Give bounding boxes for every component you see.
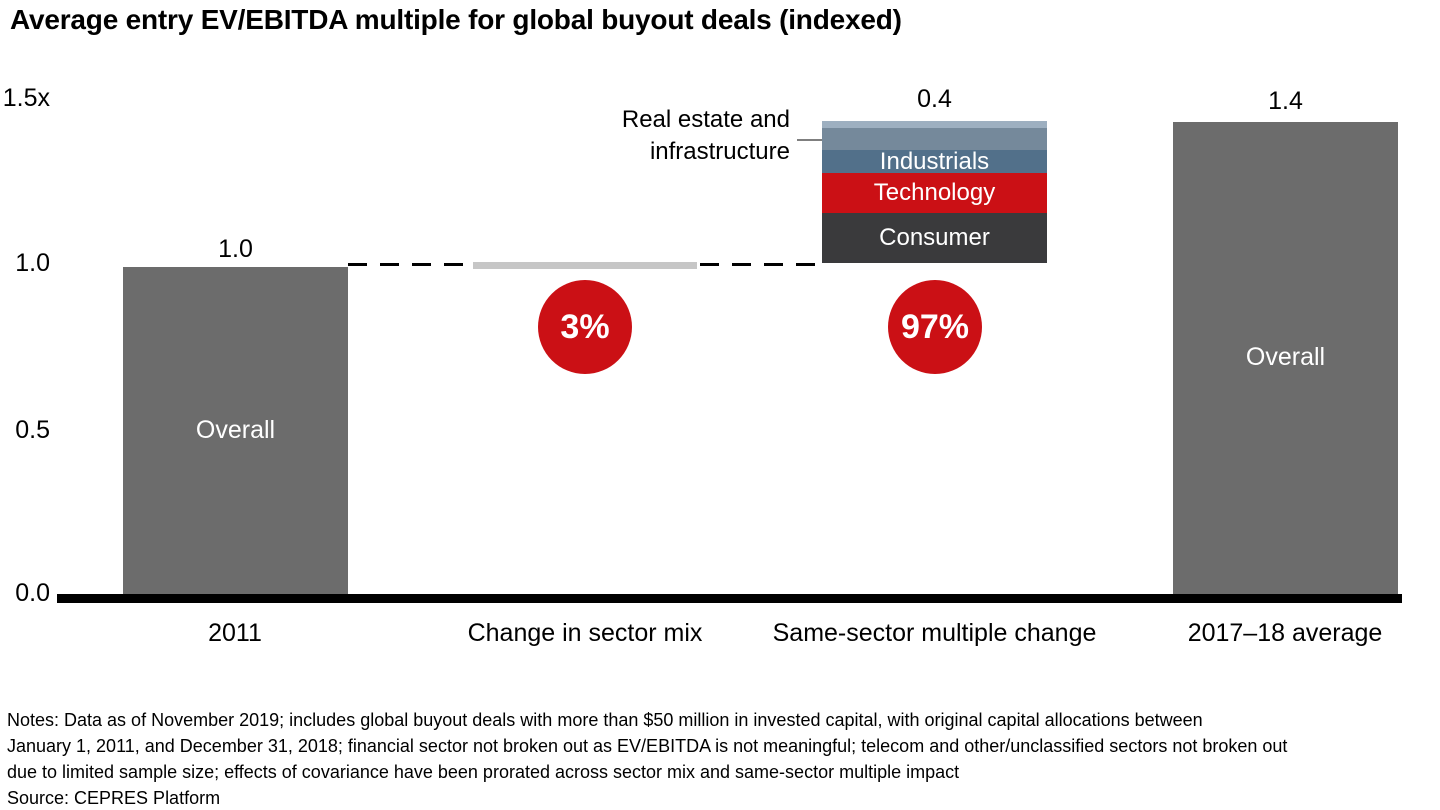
notes-block: Notes: Data as of November 2019; include…	[7, 707, 1287, 810]
x-label-2017-18-average: 2017–18 average	[1187, 619, 1383, 647]
bar-2017-18-average: Overall	[1173, 122, 1398, 594]
y-tick-1-0: 1.0	[15, 249, 50, 277]
bar-2011-inner-label: Overall	[195, 416, 276, 444]
y-tick-0-0: 0.0	[15, 579, 50, 607]
stack-segment-unlabeled-top	[822, 121, 1047, 128]
notes-line-3: due to limited sample size; effects of c…	[7, 762, 960, 782]
bar-change-in-sector-mix	[473, 262, 697, 269]
callout-leader-line	[797, 139, 822, 141]
y-tick-1-5x: 1.5x	[2, 84, 50, 112]
x-label-same-sector-multiple-change: Same-sector multiple change	[772, 619, 1097, 647]
technology-label: Technology	[873, 179, 996, 206]
bar-2017-18-inner-label: Overall	[1245, 343, 1326, 371]
sector-mix-share-badge: 3%	[538, 280, 632, 374]
bar-2011: Overall	[123, 267, 348, 594]
stack-segment-technology: Technology	[822, 173, 1047, 213]
consumer-label: Consumer	[879, 224, 990, 251]
source-line: Source: CEPRES Platform	[7, 788, 221, 808]
stack-segment-industrials: Industrials	[822, 147, 1047, 175]
stack-bar-value-label: 0.4	[917, 85, 952, 113]
bar-2011-value-label: 1.0	[218, 235, 253, 263]
same-sector-share-label: 97%	[900, 307, 970, 346]
same-sector-share-badge: 97%	[888, 280, 982, 374]
sector-mix-share-label: 3%	[560, 307, 610, 346]
x-label-change-in-sector-mix: Change in sector mix	[467, 619, 703, 647]
stack-segment-real-estate-infrastructure	[822, 128, 1047, 150]
industrials-label: Industrials	[879, 147, 990, 175]
y-tick-0-5: 0.5	[15, 416, 50, 444]
bar-2017-18-value-label: 1.4	[1268, 87, 1303, 115]
notes-line-1: Notes: Data as of November 2019; include…	[7, 710, 1203, 730]
chart-title: Average entry EV/EBITDA multiple for glo…	[10, 4, 902, 35]
real-estate-infrastructure-callout: Real estate and infrastructure	[621, 106, 790, 165]
x-label-2011: 2011	[208, 619, 262, 647]
x-axis-line	[57, 594, 1402, 603]
notes-line-2: January 1, 2011, and December 31, 2018; …	[7, 736, 1288, 756]
stack-segment-consumer: Consumer	[822, 213, 1047, 263]
